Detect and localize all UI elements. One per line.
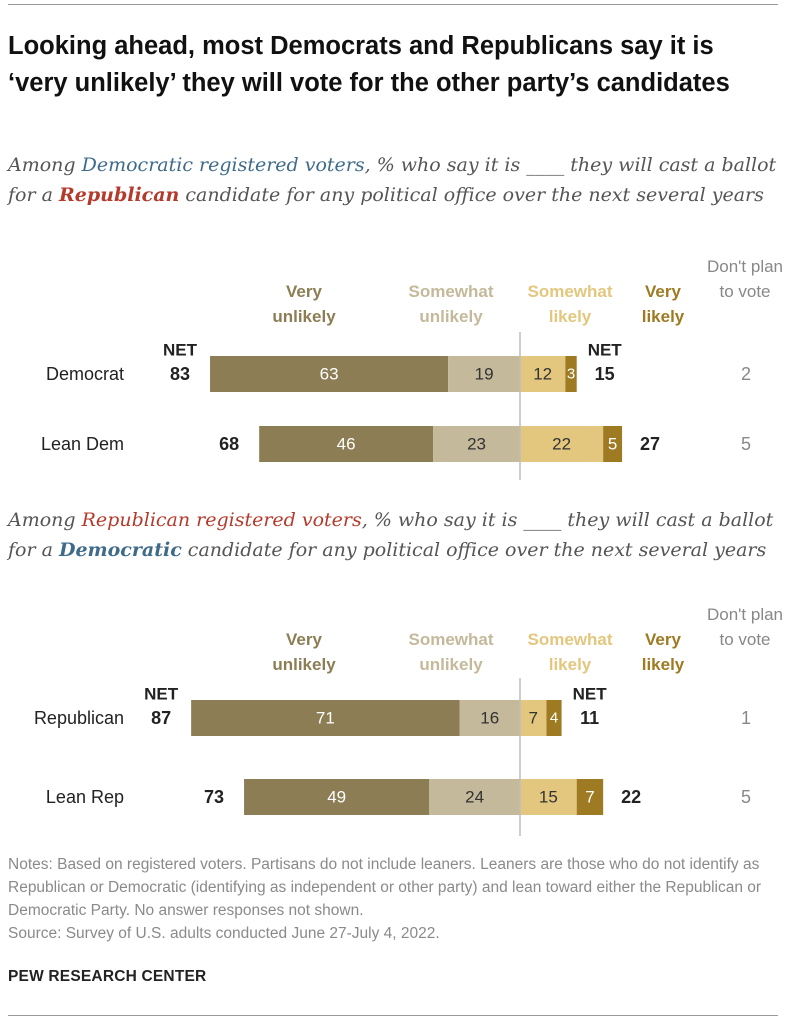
subtitle-party: Republican: [58, 184, 180, 206]
net-label: NET: [144, 685, 179, 704]
data-label: 23: [467, 435, 486, 454]
net-label: NET: [573, 685, 608, 704]
dont-plan-value: 5: [741, 434, 751, 454]
category-label: Lean Rep: [46, 787, 124, 807]
bar-very-likely: [565, 356, 577, 392]
data-label: 7: [528, 709, 537, 728]
header-dont-plan: Don't plan to vote: [706, 257, 784, 301]
bar-somewhat-unlikely: [459, 700, 520, 736]
bar-very-unlikely: [244, 779, 430, 815]
subtitle-republicans: Among Republican registered voters, % wh…: [8, 505, 778, 565]
subtitle-text: , % who say it is ____ they will cast a …: [8, 154, 777, 206]
data-label: 5: [608, 435, 617, 454]
header-somewhat-unlikely: Somewhat unlikely: [408, 630, 494, 674]
header-somewhat-likely: Somewhat likely: [527, 630, 613, 674]
bottom-rule: [8, 1015, 778, 1016]
header-very-unlikely: Very unlikely: [272, 630, 336, 674]
bar-very-likely: [603, 426, 623, 462]
header-somewhat-likely: Somewhat likely: [527, 282, 613, 326]
net-unlikely-value: 73: [204, 787, 224, 807]
bar-somewhat-unlikely: [433, 426, 520, 462]
net-likely-value: 15: [595, 364, 615, 384]
bar-very-unlikely: [259, 426, 434, 462]
data-label: 3: [567, 366, 575, 383]
data-label: 12: [533, 365, 552, 384]
data-label: 7: [585, 788, 594, 807]
net-label: NET: [163, 341, 198, 360]
subtitle-party: Democratic: [58, 539, 182, 561]
notes: Notes: Based on registered voters. Parti…: [8, 853, 778, 945]
dont-plan-value: 2: [741, 364, 751, 384]
data-label: 19: [475, 365, 494, 384]
net-likely-value: 27: [640, 434, 660, 454]
net-unlikely-value: 87: [151, 708, 171, 728]
bar-very-likely: [546, 700, 562, 736]
category-label: Lean Dem: [41, 434, 124, 454]
bar-very-likely: [576, 779, 604, 815]
bar-somewhat-likely: [520, 779, 577, 815]
dont-plan-value: 5: [741, 787, 751, 807]
net-unlikely-value: 68: [219, 434, 239, 454]
subtitle-group: Republican registered voters: [81, 509, 362, 531]
header-dont-plan: Don't plan to vote: [706, 605, 784, 649]
subtitle-text: Among: [8, 154, 82, 176]
data-label: 16: [480, 709, 499, 728]
subtitle-democrats: Among Democratic registered voters, % wh…: [8, 150, 778, 210]
data-label: 24: [465, 788, 484, 807]
chart-title: Looking ahead, most Democrats and Republ…: [8, 32, 730, 97]
bar-somewhat-likely: [520, 426, 604, 462]
bar-somewhat-likely: [520, 700, 547, 736]
data-label: 46: [337, 435, 356, 454]
bar-somewhat-unlikely: [429, 779, 520, 815]
chart-democrats: 63 19 12 3 Democrat 83 15 NET NET 2 46 23 22 5 Lean De…: [41, 332, 751, 480]
net-likely-value: 11: [580, 708, 599, 728]
net-likely-value: 22: [621, 787, 641, 807]
data-label: 71: [316, 709, 335, 728]
net-unlikely-value: 83: [170, 364, 190, 384]
data-label: 49: [327, 788, 346, 807]
brand-logo-text: PEW RESEARCH CENTER: [8, 968, 207, 985]
dont-plan-value: 1: [741, 708, 751, 728]
subtitle-group: Democratic registered voters: [81, 154, 365, 176]
bar-very-unlikely: [191, 700, 460, 736]
header-very-likely: Very likely: [641, 282, 685, 326]
category-label: Democrat: [46, 364, 124, 384]
header-very-likely: Very likely: [641, 630, 685, 674]
header-very-unlikely: Very unlikely: [272, 282, 336, 326]
header-somewhat-unlikely: Somewhat unlikely: [408, 282, 494, 326]
subtitle-text: , % who say it is ____ they will cast a …: [8, 509, 774, 561]
notes-text: Notes: Based on registered voters. Parti…: [8, 856, 762, 919]
net-label: NET: [588, 341, 623, 360]
subtitle-text: Among: [8, 509, 82, 531]
data-label: 22: [552, 435, 571, 454]
bar-somewhat-unlikely: [448, 356, 520, 392]
subtitle-text: candidate for any political office over …: [179, 184, 764, 206]
bar-somewhat-likely: [520, 356, 566, 392]
bar-very-unlikely: [210, 356, 449, 392]
top-rule: [8, 4, 778, 5]
data-label: 4: [550, 710, 558, 727]
subtitle-text: candidate for any political office over …: [181, 539, 767, 561]
source-text: Source: Survey of U.S. adults conducted …: [8, 925, 440, 942]
category-label: Republican: [34, 708, 124, 728]
data-label: 63: [320, 365, 339, 384]
data-label: 15: [539, 788, 558, 807]
